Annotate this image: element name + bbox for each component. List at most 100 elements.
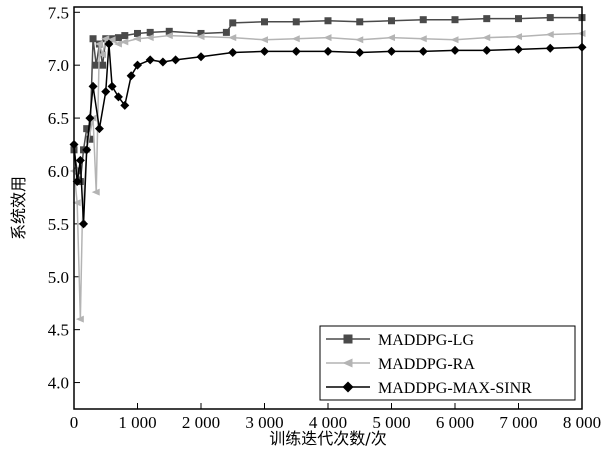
x-tick-label: 3 000 — [245, 413, 283, 432]
data-point — [158, 57, 168, 67]
y-tick-label: 7.0 — [48, 56, 69, 75]
legend-label: MADDPG-RA — [378, 356, 475, 373]
data-point — [291, 35, 300, 43]
data-point — [514, 44, 523, 54]
y-tick-label: 4.0 — [48, 374, 69, 393]
data-point — [120, 100, 130, 110]
data-point — [229, 19, 237, 27]
data-point — [482, 45, 492, 55]
data-point — [113, 40, 122, 48]
y-tick-label: 6.0 — [48, 162, 69, 181]
data-point — [85, 113, 95, 123]
data-point — [388, 17, 395, 25]
data-point — [228, 47, 238, 57]
series-maddpg-ra — [69, 29, 586, 323]
data-point — [126, 71, 136, 81]
y-axis-title-group: 系统效用 — [9, 176, 28, 240]
data-point — [323, 34, 332, 42]
data-point — [89, 35, 97, 43]
data-point — [196, 33, 205, 41]
data-point — [292, 18, 300, 26]
data-point — [146, 28, 154, 36]
data-point — [545, 43, 555, 53]
plot-frame — [73, 6, 583, 410]
data-point — [101, 35, 110, 43]
x-tick-label: 2 000 — [182, 413, 220, 432]
series-group — [69, 14, 587, 323]
axis-ticks: 0 1 000 2 000 3 000 4 000 5 000 6 000 7 000 8 00… — [48, 3, 601, 432]
data-point — [342, 381, 354, 393]
data-point — [101, 87, 111, 97]
data-point — [165, 27, 173, 35]
data-point — [88, 81, 98, 91]
data-point — [387, 46, 396, 56]
y-axis-title: 系统效用 — [9, 176, 28, 240]
data-point — [291, 46, 301, 56]
data-point — [419, 16, 427, 24]
data-point — [450, 45, 460, 55]
series-line — [73, 32, 583, 320]
data-point — [324, 17, 332, 25]
data-point — [134, 29, 141, 37]
data-point — [197, 29, 205, 37]
data-point — [451, 16, 459, 24]
data-point — [482, 34, 491, 42]
legend-entry: MADDPG-RA — [326, 356, 475, 373]
data-point — [418, 35, 427, 43]
data-point — [114, 34, 122, 42]
series-line — [73, 43, 583, 225]
data-point — [222, 28, 230, 36]
x-tick-label: 1 000 — [118, 413, 156, 432]
data-point — [418, 46, 428, 56]
data-point — [75, 155, 85, 165]
y-tick-label: 7.5 — [48, 3, 69, 22]
legend-entry: MADDPG-LG — [326, 332, 474, 349]
legend-label: MADDPG-MAX-SINR — [378, 380, 532, 397]
data-point — [82, 145, 92, 155]
data-point — [99, 61, 107, 69]
data-point — [450, 36, 459, 44]
data-point — [343, 334, 353, 344]
data-point — [75, 315, 84, 323]
data-point — [196, 52, 206, 62]
data-point — [83, 125, 91, 133]
data-point — [92, 61, 100, 69]
data-point — [145, 55, 155, 65]
data-point — [145, 34, 154, 42]
y-tick-label: 5.0 — [48, 268, 69, 287]
data-point — [546, 14, 554, 22]
x-tick-label: 6 000 — [436, 413, 474, 432]
data-point — [98, 51, 107, 59]
data-point — [79, 219, 89, 229]
data-point — [72, 199, 81, 207]
data-point — [72, 177, 82, 187]
data-point — [107, 36, 116, 44]
x-tick-label: 4 000 — [309, 413, 347, 432]
data-point — [261, 18, 268, 26]
data-point — [483, 15, 491, 23]
x-tick-label: 7 000 — [499, 413, 537, 432]
data-point — [113, 92, 123, 102]
x-tick-label: 5 000 — [372, 413, 410, 432]
data-point — [260, 36, 268, 44]
x-axis-title: 训练迭代次数/次 — [269, 429, 386, 448]
data-point — [94, 40, 103, 48]
data-point — [228, 34, 237, 42]
data-point — [355, 36, 364, 44]
series-line — [73, 16, 582, 183]
data-point — [515, 15, 522, 23]
data-point — [342, 358, 353, 368]
series-maddpg-max-sinr — [69, 39, 587, 229]
data-point — [171, 55, 181, 65]
y-tick-label: 6.5 — [48, 109, 69, 128]
series-maddpg-lg — [70, 14, 586, 186]
data-point — [120, 38, 129, 46]
data-point — [514, 33, 522, 41]
y-tick-label: 5.5 — [48, 215, 69, 234]
data-point — [545, 31, 554, 39]
data-point — [133, 60, 142, 70]
data-point — [86, 135, 94, 143]
data-point — [355, 47, 365, 57]
data-point — [91, 188, 100, 196]
